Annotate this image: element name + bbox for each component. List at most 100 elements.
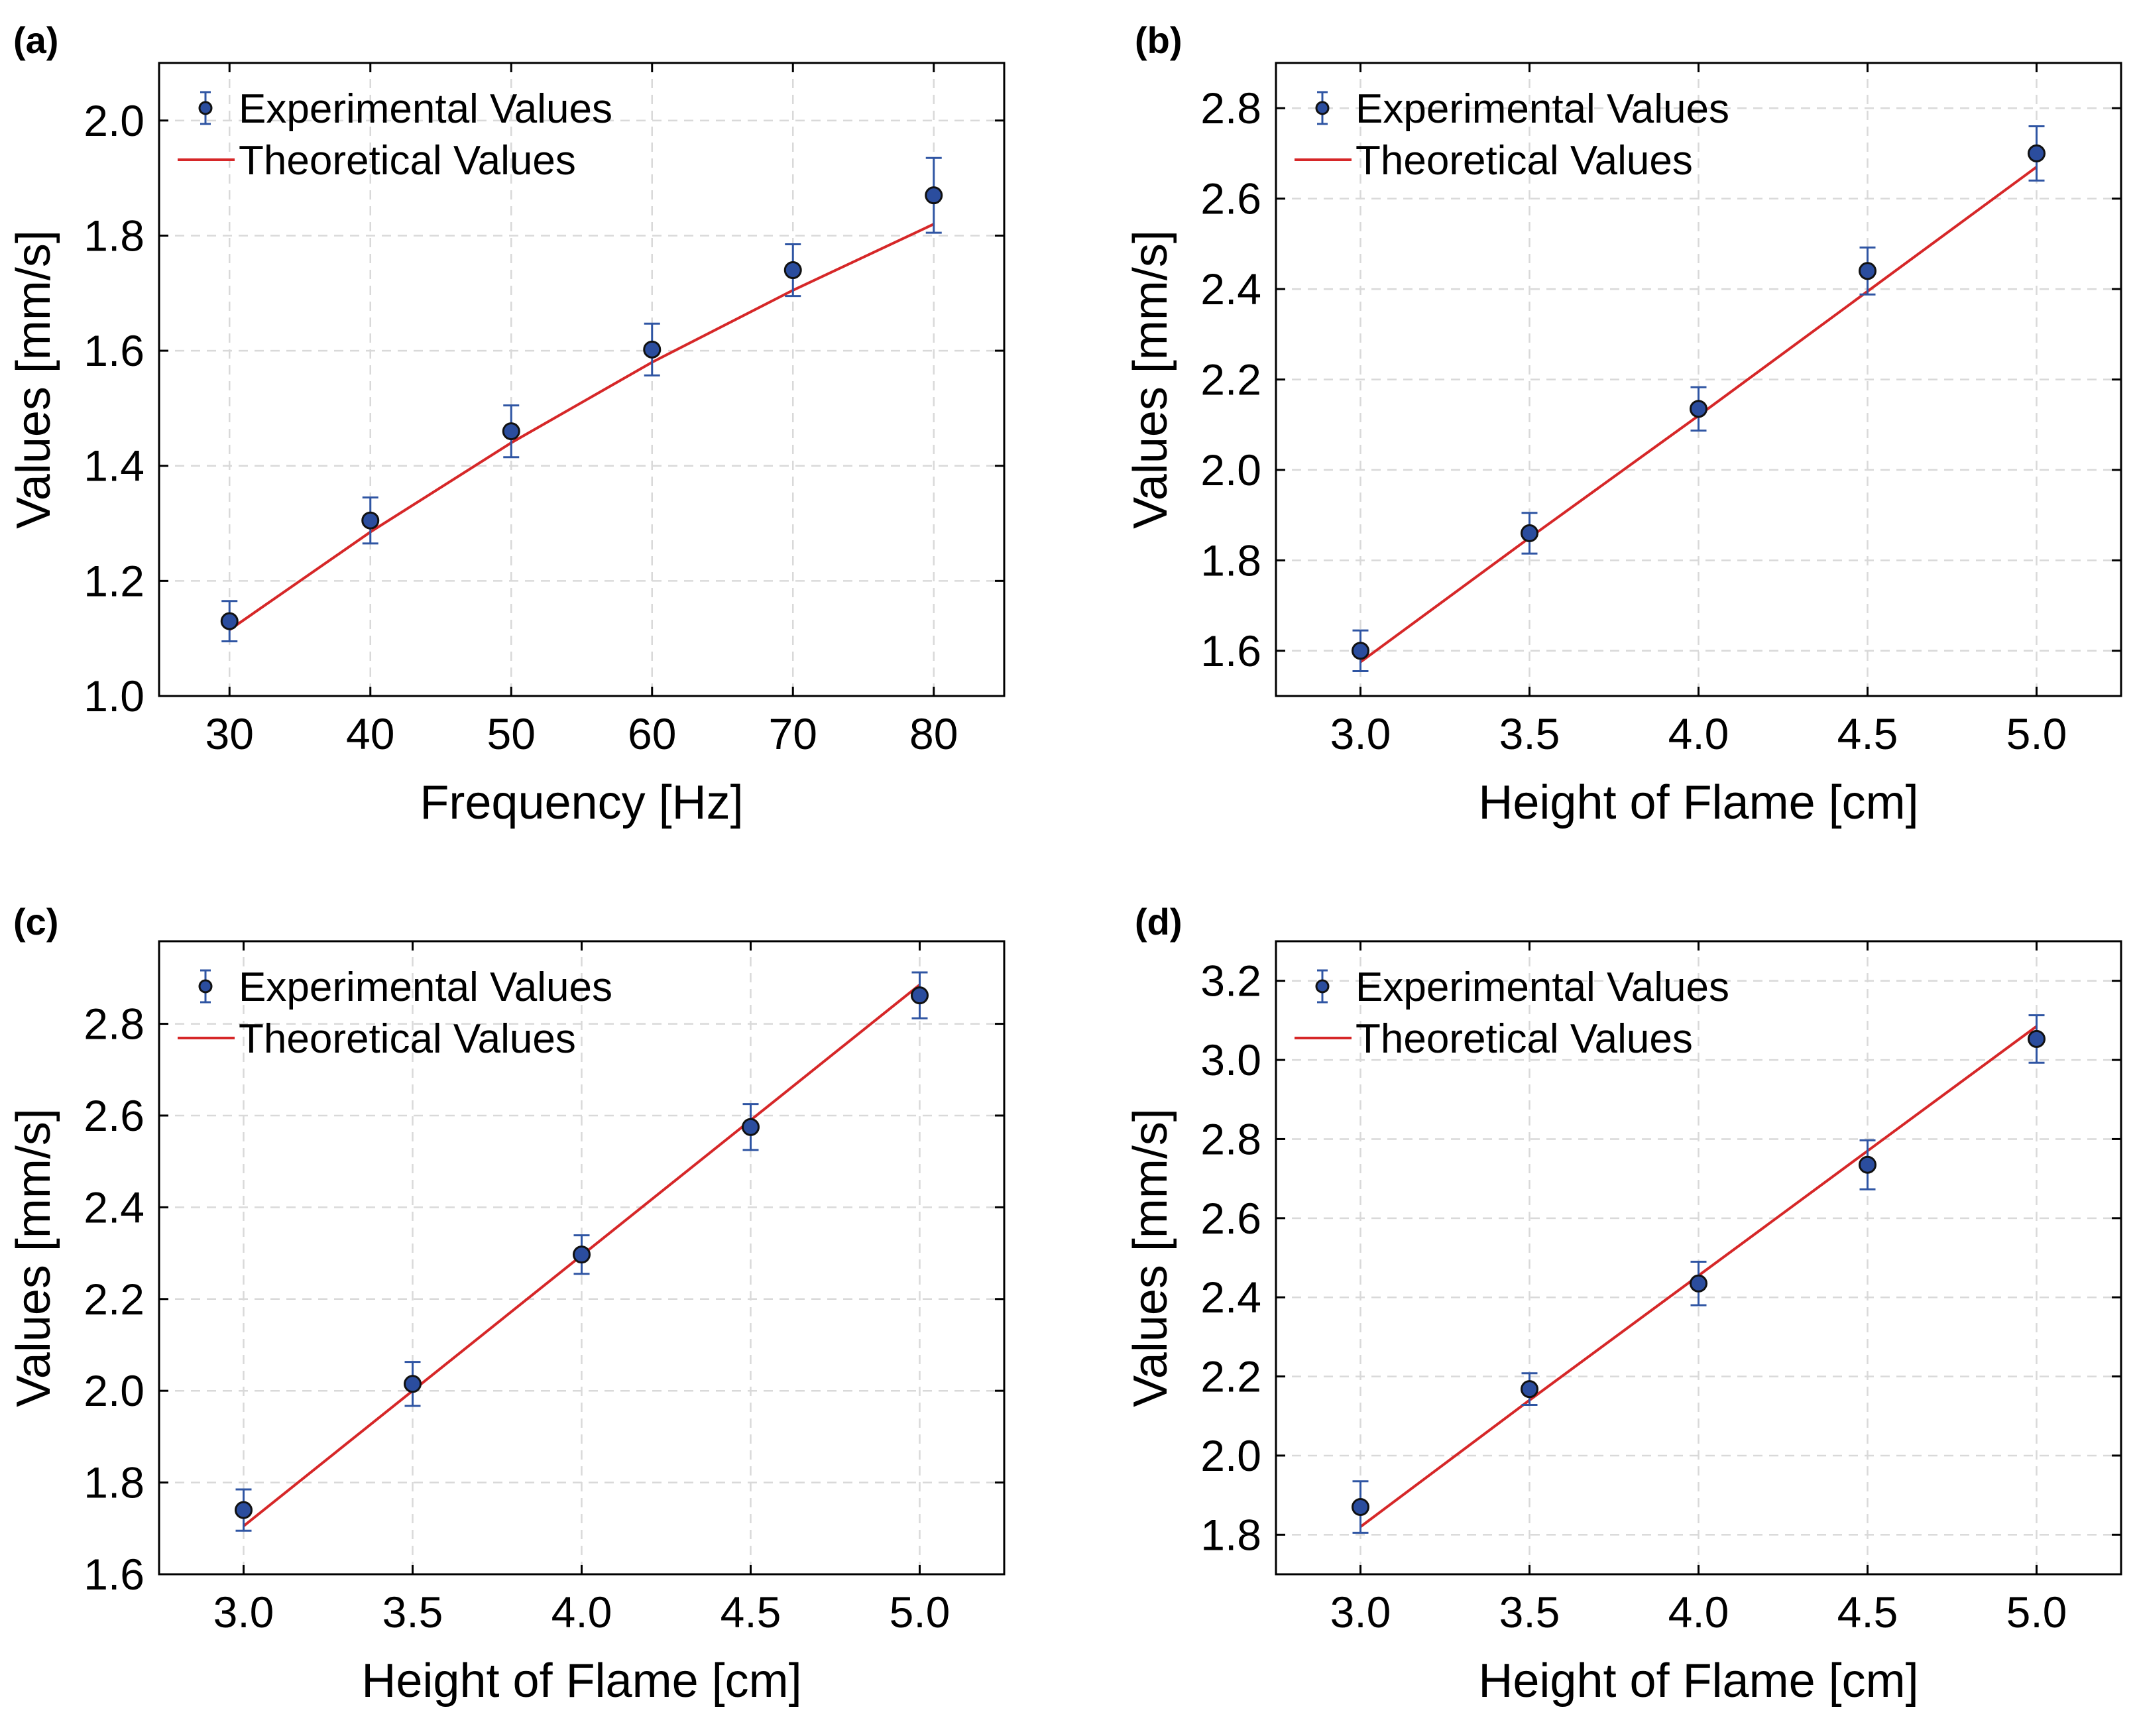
- panel-b-legend: Experimental Values Theoretical Values: [1295, 86, 1729, 184]
- panel-d-legend: Experimental Values Theoretical Values: [1295, 964, 1729, 1062]
- panel-d-x-tick-label: 3.0: [1330, 1588, 1391, 1637]
- panel-d-y-tick-label: 2.8: [1200, 1114, 1261, 1163]
- panel-a-x-tick-label: 80: [909, 709, 958, 758]
- panel-c-experimental-point: [573, 1245, 591, 1264]
- panel-d-y-tick-label: 2.6: [1200, 1194, 1261, 1243]
- panel-b-label: (b): [1135, 19, 1183, 61]
- panel-a: (a) 30 40 50 60 70 80 1.0 1.2 1.4 1.6 1.8 2.0 Frequen…: [7, 19, 1006, 829]
- panel-b-x-tick-label: 4.0: [1668, 709, 1729, 758]
- panel-d-x-tick-label: 4.5: [1837, 1588, 1898, 1637]
- panel-c-y-tick-label: 2.6: [84, 1091, 144, 1140]
- panel-c-experimental-point: [404, 1375, 422, 1393]
- panel-c-legend-experimental-label: Experimental Values: [239, 964, 612, 1010]
- panel-c-y-tick-label: 2.2: [84, 1275, 144, 1324]
- panel-d-x-axis-label: Height of Flame [cm]: [1478, 1654, 1918, 1707]
- panel-b-experimental-point: [1690, 400, 1707, 418]
- panel-c-y-tick-label: 2.0: [84, 1366, 144, 1415]
- panel-c-legend-point-icon: [198, 979, 213, 994]
- panel-a-y-tick-label: 1.0: [84, 671, 144, 721]
- panel-a-y-tick-label: 1.8: [84, 211, 144, 260]
- panel-d-y-tick-label: 3.2: [1200, 956, 1261, 1006]
- panel-a-experimental-point: [925, 186, 943, 205]
- panel-a-legend-experimental-label: Experimental Values: [239, 86, 612, 132]
- panel-a-theoretical-line: [229, 223, 935, 631]
- panel-a-experimental-point: [502, 422, 520, 441]
- panel-c-x-tick-label: 5.0: [890, 1588, 951, 1637]
- panel-a-y-axis-label: Values [mm/s]: [7, 230, 60, 529]
- panel-b-x-tick-label: 3.0: [1330, 709, 1391, 758]
- panel-d-experimental-point: [1690, 1274, 1707, 1293]
- panel-d-experimental-point: [2028, 1029, 2046, 1048]
- panel-d: (d) 3.0 3.5 4.0 4.5 5.0 1.8 2.0 2.2 2.4 2.6 2.8 3.0 3…: [1124, 901, 2122, 1707]
- panel-a-legend-theoretical-label: Theoretical Values: [239, 138, 576, 184]
- panel-a-x-tick-label: 60: [628, 709, 676, 758]
- panel-a-legend: Experimental Values Theoretical Values: [178, 86, 612, 184]
- panel-a-experimental-point: [361, 511, 380, 530]
- panel-d-y-tick-label: 2.0: [1200, 1431, 1261, 1480]
- panel-a-y-tick-label: 2.0: [84, 96, 144, 145]
- panel-c-y-tick-label: 1.6: [84, 1550, 144, 1599]
- panel-b: (b) 3.0 3.5 4.0 4.5 5.0 1.6 1.8 2.0 2.2 2.4 2.6 2.8 H…: [1124, 19, 2122, 829]
- panel-c-y-tick-label: 1.8: [84, 1458, 144, 1507]
- panel-b-y-tick-label: 2.8: [1200, 84, 1261, 133]
- panel-b-x-tick-label: 3.5: [1499, 709, 1560, 758]
- panel-d-x-tick-label: 5.0: [2006, 1588, 2067, 1637]
- panel-c-x-tick-label: 3.0: [213, 1588, 274, 1637]
- panel-b-y-axis-label: Values [mm/s]: [1124, 230, 1177, 529]
- panel-d-y-tick-label: 2.2: [1200, 1352, 1261, 1401]
- panel-d-label: (d): [1135, 901, 1183, 943]
- panel-d-experimental-point: [1859, 1155, 1876, 1174]
- panel-a-x-axis-label: Frequency [Hz]: [420, 776, 743, 829]
- panel-b-x-tick-label: 5.0: [2006, 709, 2067, 758]
- panel-d-y-tick-label: 3.0: [1200, 1035, 1261, 1084]
- panel-d-experimental-point: [1352, 1498, 1369, 1517]
- panel-d-legend-experimental-label: Experimental Values: [1356, 964, 1729, 1010]
- panel-b-experimental-point: [1521, 524, 1538, 542]
- panel-b-y-tick-label: 2.0: [1200, 445, 1261, 494]
- panel-b-y-tick-label: 2.2: [1200, 355, 1261, 404]
- panel-d-legend-point-icon: [1315, 979, 1330, 994]
- panel-c-y-axis-label: Values [mm/s]: [7, 1108, 60, 1407]
- panel-a-experimental-point: [643, 340, 662, 359]
- panel-d-x-tick-label: 4.0: [1668, 1588, 1729, 1637]
- panel-b-experimental-point: [2028, 144, 2046, 162]
- panel-a-x-tick-label: 40: [346, 709, 394, 758]
- panel-a-y-tick-label: 1.6: [84, 326, 144, 375]
- panel-b-legend-point-icon: [1315, 101, 1330, 115]
- panel-d-experimental-point: [1521, 1380, 1538, 1399]
- panel-c-legend: Experimental Values Theoretical Values: [178, 964, 612, 1062]
- panel-a-experimental-point: [783, 261, 802, 280]
- panel-c-legend-theoretical-label: Theoretical Values: [239, 1016, 576, 1062]
- panel-d-y-tick-label: 2.4: [1200, 1273, 1261, 1322]
- panel-a-y-tick-label: 1.2: [84, 556, 144, 605]
- panel-b-x-tick-label: 4.5: [1837, 709, 1898, 758]
- panel-c: (c) 3.0 3.5 4.0 4.5 5.0 1.6 1.8 2.0 2.2 2.4 2.6 2.8 H…: [7, 901, 1006, 1707]
- panel-c-x-tick-label: 4.0: [551, 1588, 612, 1637]
- panel-c-experimental-point: [742, 1118, 760, 1136]
- panel-b-y-tick-label: 2.4: [1200, 264, 1261, 314]
- panel-d-y-tick-label: 1.8: [1200, 1510, 1261, 1559]
- panel-a-experimental-point: [220, 612, 239, 630]
- panel-b-y-tick-label: 1.8: [1200, 536, 1261, 585]
- panel-a-x-tick-label: 70: [769, 709, 817, 758]
- panel-c-y-tick-label: 2.8: [84, 1000, 144, 1049]
- panel-d-legend-theoretical-label: Theoretical Values: [1356, 1016, 1693, 1062]
- panel-b-legend-theoretical-label: Theoretical Values: [1356, 138, 1693, 184]
- panel-c-y-tick-label: 2.4: [84, 1183, 144, 1232]
- panel-b-y-tick-label: 2.6: [1200, 174, 1261, 223]
- panel-b-y-tick-label: 1.6: [1200, 626, 1261, 675]
- panel-c-x-tick-label: 3.5: [382, 1588, 443, 1637]
- panel-c-experimental-point: [911, 986, 929, 1005]
- panel-a-x-tick-label: 30: [205, 709, 254, 758]
- panel-a-label: (a): [13, 19, 58, 61]
- panel-c-x-axis-label: Height of Flame [cm]: [361, 1654, 801, 1707]
- panel-a-y-tick-label: 1.4: [84, 441, 144, 491]
- panel-b-experimental-point: [1352, 642, 1369, 660]
- panel-a-plot-frame: [158, 62, 1006, 697]
- panel-a-legend-point-icon: [198, 101, 213, 115]
- panel-d-x-tick-label: 3.5: [1499, 1588, 1560, 1637]
- panel-c-experimental-point: [235, 1501, 253, 1519]
- panel-d-y-axis-label: Values [mm/s]: [1124, 1108, 1177, 1407]
- panel-b-experimental-point: [1859, 262, 1876, 280]
